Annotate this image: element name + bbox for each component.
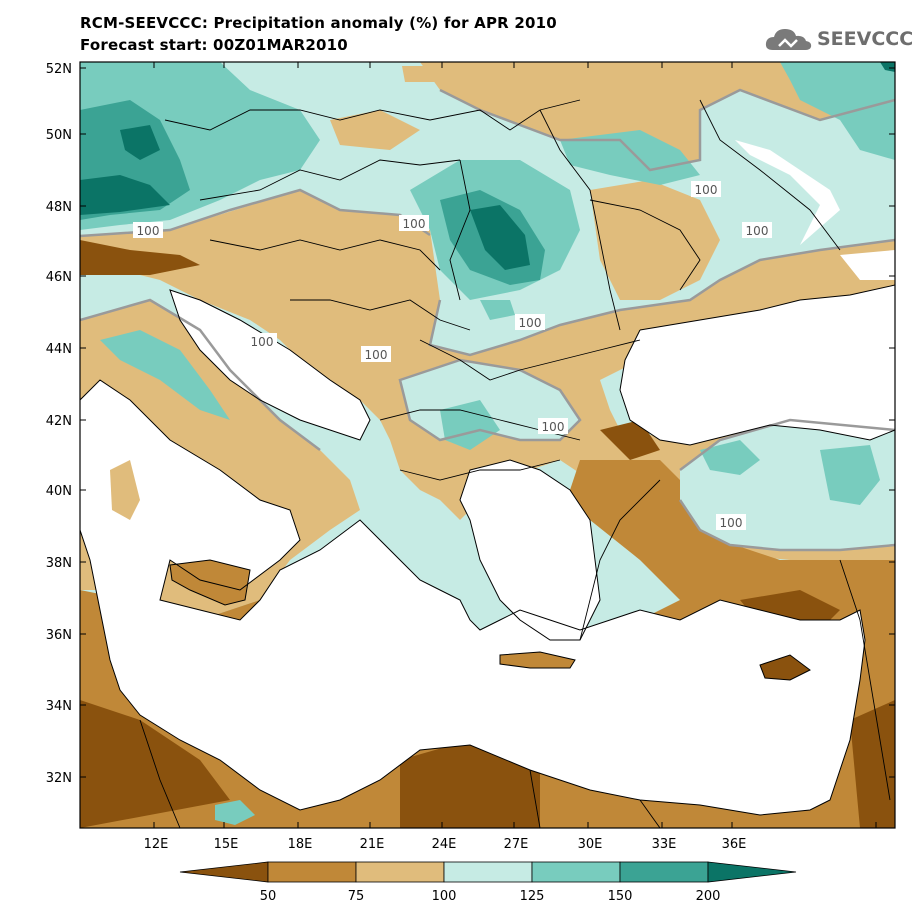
- lat-label: 44N: [46, 342, 72, 357]
- logo-text: SEEVCCC: [817, 28, 913, 50]
- lon-label: 27E: [504, 837, 529, 852]
- contour-label-bg: [133, 222, 163, 238]
- colorbar-label: 125: [520, 889, 545, 904]
- colorbar: 50 75 100 125 150 200: [179, 861, 797, 904]
- contour-label-bg: [691, 181, 721, 197]
- coastlines: [80, 284, 895, 816]
- contour-label: 100: [720, 516, 743, 530]
- colorbar-label: 150: [608, 889, 633, 904]
- lat-label: 36N: [46, 628, 72, 643]
- colorbar-segment: [355, 861, 445, 883]
- colorbar-segment: [443, 861, 533, 883]
- contour-label: 100: [746, 224, 769, 238]
- lon-label: 36E: [722, 837, 747, 852]
- contour-label-bg: [361, 346, 391, 362]
- lat-label: 50N: [46, 128, 72, 143]
- colorbar-segment: [267, 861, 357, 883]
- contour-label-bg: [399, 215, 429, 231]
- map-field: [80, 62, 895, 828]
- contour-label: 100: [365, 348, 388, 362]
- contour-label: 100: [542, 420, 565, 434]
- lat-label: 38N: [46, 556, 72, 571]
- lat-label: 46N: [46, 270, 72, 285]
- contour-label-bg: [716, 514, 746, 530]
- lat-label: 52N: [46, 62, 72, 77]
- lon-label: 30E: [578, 837, 603, 852]
- map-title: RCM-SEEVCCC: Precipitation anomaly (%) f…: [80, 14, 557, 32]
- colorbar-segment: [531, 861, 621, 883]
- lat-label: 48N: [46, 200, 72, 215]
- contour-label-bg: [742, 222, 772, 238]
- lon-label: 24E: [432, 837, 457, 852]
- contour-label-bg: [247, 333, 277, 349]
- colorbar-label: 100: [432, 889, 457, 904]
- colorbar-label: 75: [348, 889, 365, 904]
- cloud-logo-icon: [765, 29, 812, 50]
- contour-label: 100: [137, 224, 160, 238]
- seevccc-logo: SEEVCCC: [765, 26, 913, 54]
- contour-label: 100: [251, 335, 274, 349]
- lat-label: 34N: [46, 699, 72, 714]
- lat-label: 42N: [46, 414, 72, 429]
- longitude-axis: 12E 15E 18E 21E 24E 27E 30E 33E 36E: [144, 62, 877, 852]
- colorbar-segment: [619, 861, 709, 883]
- colorbar-segment: [179, 861, 269, 883]
- contour-labels: 100 100 100 100 100 100 100 100 100: [133, 181, 772, 530]
- lon-label: 21E: [360, 837, 385, 852]
- lat-label: 32N: [46, 771, 72, 786]
- contour-label: 100: [519, 316, 542, 330]
- map-frame: [79, 61, 896, 829]
- lon-label: 15E: [214, 837, 239, 852]
- country-borders: [139, 99, 891, 828]
- lon-label: 12E: [144, 837, 169, 852]
- lat-label: 40N: [46, 484, 72, 499]
- latitude-axis: 52N 50N 48N 46N 44N 42N 40N 38N 36N 34N 32N: [46, 62, 895, 786]
- lon-label: 33E: [652, 837, 677, 852]
- colorbar-segment: [707, 861, 797, 883]
- contour-label: 100: [695, 183, 718, 197]
- colorbar-label: 200: [696, 889, 721, 904]
- colorbar-label: 50: [260, 889, 277, 904]
- lon-label: 18E: [288, 837, 313, 852]
- forecast-start-label: Forecast start: 00Z01MAR2010: [80, 36, 348, 54]
- contour-label-bg: [515, 314, 545, 330]
- contour-label: 100: [403, 217, 426, 231]
- contour-label-bg: [538, 418, 568, 434]
